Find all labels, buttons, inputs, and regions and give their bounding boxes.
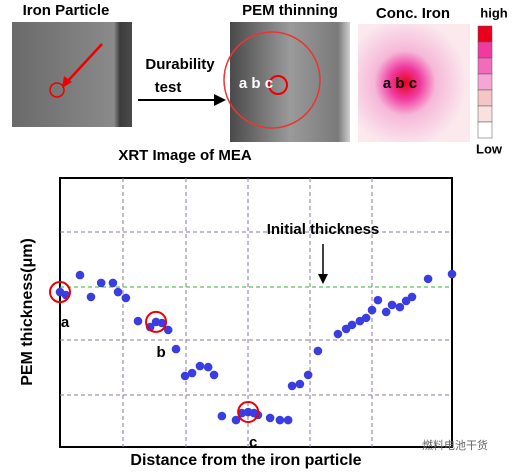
scale-low: Low (476, 141, 503, 156)
point-label: a (61, 314, 70, 331)
point (303, 370, 313, 380)
point (333, 329, 343, 339)
point (163, 325, 173, 335)
point-label: c (249, 434, 257, 451)
point (361, 313, 371, 323)
arrow-text: test (155, 79, 182, 96)
arrow-head (62, 76, 72, 88)
point (347, 320, 357, 330)
x-axis-label: Distance from the iron particle (130, 452, 361, 469)
point (96, 278, 106, 288)
panel-title: PEM thinning (242, 2, 338, 19)
point (180, 371, 190, 381)
point (295, 379, 305, 389)
point (195, 361, 205, 371)
region-labels: a b c (239, 75, 273, 92)
point (423, 274, 433, 284)
panel-title: Iron Particle (23, 2, 110, 19)
point (283, 415, 293, 425)
annotation: Initial thickness (267, 221, 380, 238)
point (187, 368, 197, 378)
point (108, 278, 118, 288)
point (367, 305, 377, 315)
point (275, 415, 285, 425)
xrt-image (12, 22, 132, 127)
point (75, 270, 85, 280)
point (217, 411, 227, 421)
point (373, 295, 383, 305)
caption: XRT Image of MEA (118, 147, 252, 164)
particle-circle (268, 75, 288, 95)
plot: Initial thickness a b c (49, 178, 457, 451)
point (313, 346, 323, 356)
panel-title: Conc. Iron (376, 5, 450, 22)
region-labels: a b c (383, 75, 417, 92)
point (209, 370, 219, 380)
watermark: 燃料电池干货 (422, 438, 488, 452)
highlight-circle (145, 310, 168, 333)
arrow (65, 43, 103, 84)
point (203, 362, 213, 372)
y-axis-label: PEM thickness(μm) (19, 238, 36, 386)
point (113, 287, 123, 297)
highlight-circle (237, 401, 260, 424)
point (133, 316, 143, 326)
point-label: b (156, 344, 165, 361)
point (395, 302, 405, 312)
point (387, 300, 397, 310)
point (121, 293, 131, 303)
point (86, 292, 96, 302)
point (407, 292, 417, 302)
scale-high: high (480, 5, 507, 20)
region-circle (223, 31, 321, 129)
point (287, 381, 297, 391)
point (171, 344, 181, 354)
annotation-arrow-head (318, 274, 328, 284)
highlight-circle (49, 281, 71, 304)
point (381, 307, 391, 317)
point (447, 269, 457, 279)
arrow-text: Durability (145, 56, 215, 73)
point (231, 415, 241, 425)
plot-frame (59, 177, 453, 448)
point (265, 413, 275, 423)
point (157, 318, 167, 328)
particle-circle (49, 82, 65, 98)
arrow-head (214, 94, 226, 106)
concentration-map (358, 24, 470, 142)
color-scale (477, 25, 493, 139)
